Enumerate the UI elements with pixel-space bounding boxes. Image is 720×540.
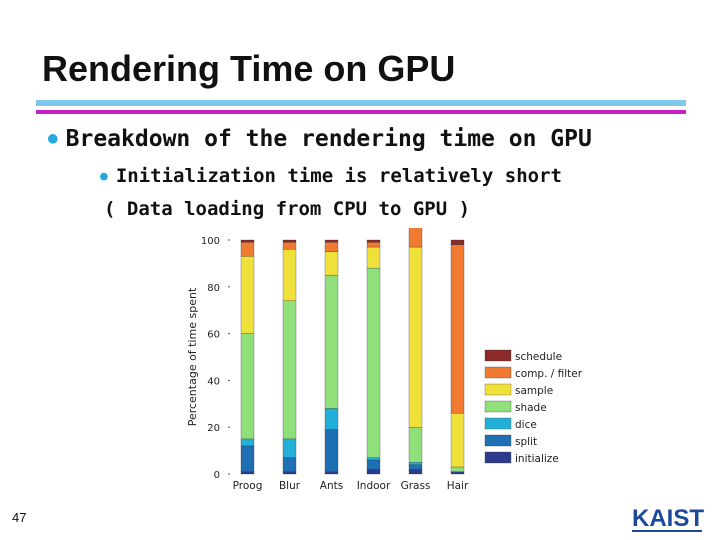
bar-segment-shade	[324, 274, 339, 409]
title-divider-blue	[36, 100, 686, 106]
x-tick-label: Indoor	[357, 480, 391, 492]
y-axis-label: Percentage of time spent	[186, 287, 199, 426]
bar-segment-sample	[282, 249, 297, 301]
x-tick-label: Hair	[447, 480, 469, 492]
bar-segment-shade	[450, 466, 465, 472]
bar-segment-split	[366, 459, 381, 470]
bar-segment-schedule	[282, 239, 297, 243]
legend-swatch	[484, 400, 512, 413]
legend-label: comp. / filter	[515, 368, 583, 380]
title-divider-purple	[36, 110, 686, 114]
bar-segment-split	[282, 457, 297, 472]
stacked-bar-chart: Percentage of time spent 0 20 40 60 80 100 Pr…	[186, 228, 583, 492]
bar-segment-split	[408, 464, 423, 470]
bullet-dot-icon: ●	[48, 128, 58, 147]
bar-segment-sample	[450, 413, 465, 468]
bar-segment-initialize	[240, 471, 255, 475]
bullet-2-text-line-1: Initialization time is relatively short	[115, 165, 562, 187]
bar-segment-schedule	[450, 239, 465, 245]
legend-label: sample	[515, 385, 553, 397]
bar-segment-schedule	[324, 239, 339, 243]
bar-segment-initialize	[324, 471, 339, 475]
legend-label: initialize	[515, 453, 559, 465]
bar-segment-initialize	[282, 471, 297, 475]
legend-swatch	[484, 451, 512, 464]
bar-segment-shade	[282, 300, 297, 440]
bar-segment-comp----filter	[366, 242, 381, 248]
y-tick-label: 20	[207, 423, 220, 434]
legend-swatch	[484, 434, 512, 447]
bar-segment-sample	[324, 251, 339, 276]
bar-segment-split	[324, 429, 339, 472]
bar-segment-schedule	[366, 239, 381, 243]
bar-segment-comp----filter	[282, 242, 297, 250]
bar-segment-split	[240, 445, 255, 472]
bar-segment-comp----filter	[240, 242, 255, 257]
bar-segment-shade	[240, 333, 255, 440]
y-tick-label: 100	[201, 236, 220, 247]
logo-underline	[632, 530, 702, 532]
x-tick-label: Ants	[320, 480, 343, 492]
bar-segment-sample	[408, 246, 423, 428]
legend-label: split	[515, 436, 537, 448]
legend-swatch	[484, 383, 512, 396]
bar-segment-dice	[282, 438, 297, 458]
bar-segment-dice	[408, 462, 423, 465]
y-tick-label: 0	[214, 470, 220, 481]
bar-segment-initialize	[450, 471, 465, 475]
bar-segment-comp----filter	[408, 228, 423, 248]
page-number: 47	[12, 510, 27, 525]
slide-title: Rendering Time on GPU	[42, 48, 456, 89]
x-tick-label: Blur	[279, 480, 301, 492]
bar-segment-dice	[366, 457, 381, 461]
kaist-logo: KAIST	[632, 505, 704, 532]
bar-segment-initialize	[408, 469, 423, 475]
bar-segment-comp----filter	[450, 244, 465, 414]
legend-swatch	[484, 417, 512, 430]
bar-segment-shade	[366, 267, 381, 458]
x-tick-label: Grass	[401, 480, 431, 492]
bullet-2-text-line-2: ( Data loading from CPU to GPU )	[104, 198, 471, 220]
bullet-1-text: Breakdown of the rendering time on GPU	[65, 126, 592, 152]
y-tick-label: 60	[207, 330, 220, 341]
bullet-level-2: ● Initialization time is relatively short…	[100, 160, 562, 225]
y-tick-label: 80	[207, 283, 220, 294]
bar-segment-sample	[366, 246, 381, 269]
legend-label: shade	[515, 402, 547, 414]
bar-segment-initialize	[366, 469, 381, 475]
bar-segment-dice	[240, 438, 255, 447]
x-tick-label: Proog	[233, 480, 263, 492]
bullet-dot-icon: ●	[100, 169, 108, 184]
legend-swatch	[484, 366, 512, 379]
bar-segment-dice	[324, 408, 339, 430]
legend-swatch	[484, 349, 512, 362]
y-tick-label: 40	[207, 376, 220, 387]
bar-segment-shade	[408, 427, 423, 463]
legend-label: schedule	[515, 351, 562, 363]
bar-segment-sample	[240, 256, 255, 334]
bar-segment-comp----filter	[324, 242, 339, 252]
legend-label: dice	[515, 419, 537, 431]
bar-segment-schedule	[240, 239, 255, 243]
bullet-level-1: ● Breakdown of the rendering time on GPU	[48, 126, 592, 152]
